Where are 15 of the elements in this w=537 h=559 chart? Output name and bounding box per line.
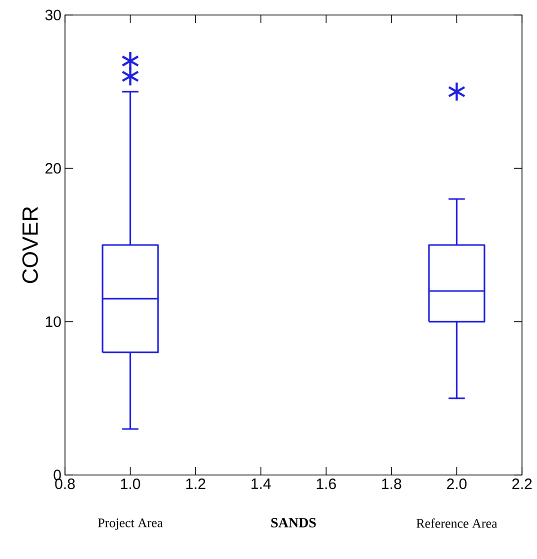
y-tick-label: 20 bbox=[46, 163, 61, 174]
y-tick-label: 30 bbox=[45, 10, 61, 20]
text: Reference Area bbox=[416, 518, 498, 528]
x-tick-label: 1.4 bbox=[252, 478, 271, 489]
x-tick-label: 2.0 bbox=[447, 478, 467, 490]
x-tick-label: 1.6 bbox=[316, 478, 336, 490]
text: Project Area bbox=[98, 518, 163, 530]
x-tick-label: 1.8 bbox=[382, 478, 402, 490]
x-tick-label: 2.2 bbox=[512, 478, 532, 489]
y-axis-title: COVER bbox=[22, 206, 38, 284]
x-tick-label: 1.0 bbox=[121, 478, 140, 490]
y-tick-label: 10 bbox=[46, 316, 61, 327]
x-tick-label: 1.2 bbox=[186, 478, 206, 489]
x-axis-title: SANDS bbox=[271, 518, 316, 528]
x-tick-label: 0.8 bbox=[55, 478, 75, 490]
